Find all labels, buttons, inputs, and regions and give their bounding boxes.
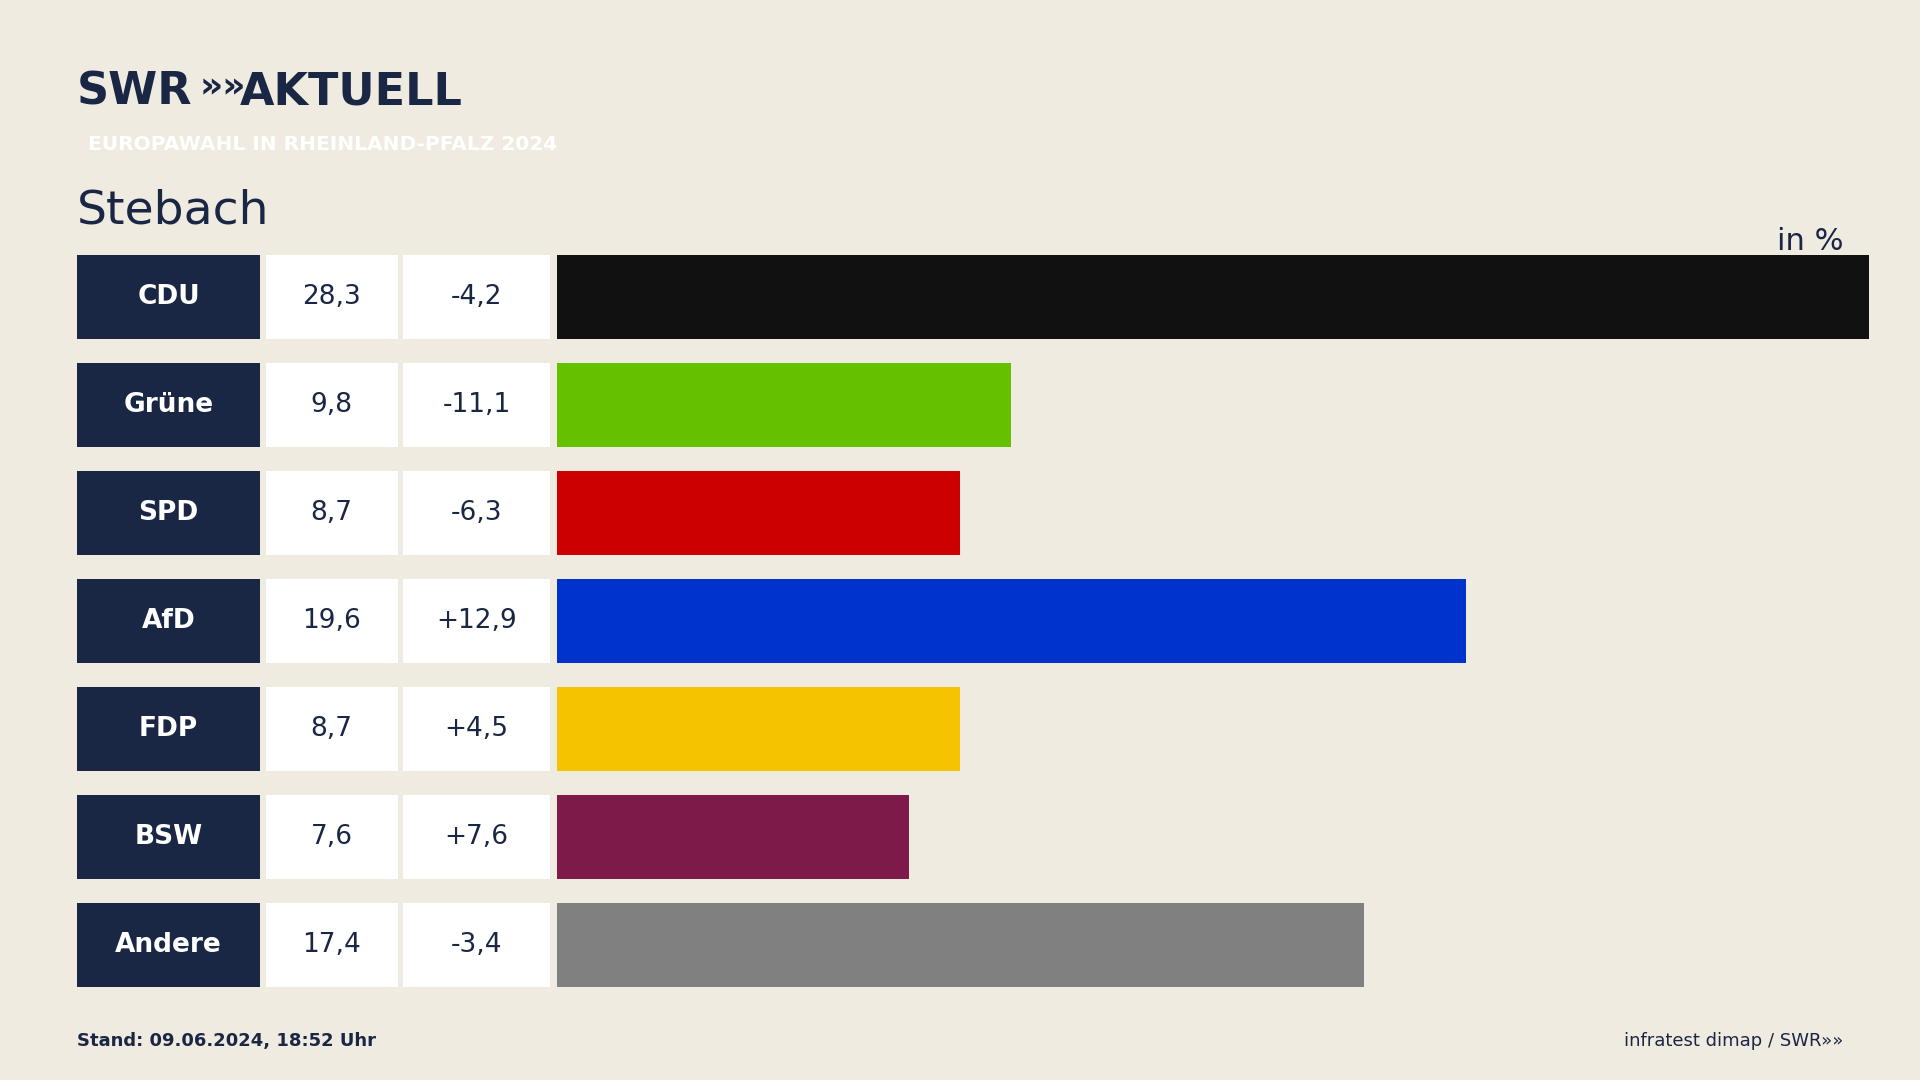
Text: BSW: BSW (134, 824, 204, 850)
Text: AKTUELL: AKTUELL (240, 70, 463, 113)
Text: »»: »» (200, 70, 246, 104)
Bar (77, 363, 261, 447)
Bar (557, 687, 960, 771)
Bar (77, 795, 261, 879)
Bar (557, 795, 910, 879)
Bar (403, 471, 549, 555)
Bar (403, 255, 549, 339)
Text: +7,6: +7,6 (445, 824, 509, 850)
Text: 28,3: 28,3 (301, 284, 361, 310)
Bar (77, 255, 261, 339)
Bar (265, 363, 397, 447)
Text: in %: in % (1776, 227, 1843, 256)
Bar (403, 687, 549, 771)
Text: Stand: 09.06.2024, 18:52 Uhr: Stand: 09.06.2024, 18:52 Uhr (77, 1031, 376, 1050)
Bar (403, 363, 549, 447)
Text: SPD: SPD (138, 500, 198, 526)
Text: 9,8: 9,8 (311, 392, 353, 418)
Bar (403, 903, 549, 987)
Bar (77, 687, 261, 771)
Text: -11,1: -11,1 (442, 392, 511, 418)
Text: +12,9: +12,9 (436, 608, 516, 634)
Bar (77, 579, 261, 663)
Text: Stebach: Stebach (77, 189, 269, 234)
Bar (403, 795, 549, 879)
Text: Andere: Andere (115, 932, 223, 958)
Bar (557, 363, 1012, 447)
Bar (557, 903, 1363, 987)
Text: -6,3: -6,3 (451, 500, 503, 526)
Bar (77, 471, 261, 555)
Text: 8,7: 8,7 (311, 716, 353, 742)
Text: +4,5: +4,5 (445, 716, 509, 742)
Bar (557, 471, 960, 555)
Bar (265, 903, 397, 987)
Text: Grüne: Grüne (123, 392, 213, 418)
Bar (265, 255, 397, 339)
Text: 19,6: 19,6 (301, 608, 361, 634)
Bar (403, 579, 549, 663)
Bar (265, 687, 397, 771)
Text: infratest dimap / SWR»»: infratest dimap / SWR»» (1624, 1031, 1843, 1050)
Bar (557, 255, 1868, 339)
Bar (265, 471, 397, 555)
Bar (265, 795, 397, 879)
Text: -4,2: -4,2 (451, 284, 503, 310)
Text: -3,4: -3,4 (451, 932, 503, 958)
Text: EUROPAWAHL IN RHEINLAND-PFALZ 2024: EUROPAWAHL IN RHEINLAND-PFALZ 2024 (88, 135, 557, 154)
Text: CDU: CDU (136, 284, 200, 310)
Text: 17,4: 17,4 (301, 932, 361, 958)
Text: FDP: FDP (138, 716, 198, 742)
Text: 8,7: 8,7 (311, 500, 353, 526)
Text: 7,6: 7,6 (311, 824, 353, 850)
Text: SWR: SWR (77, 70, 192, 113)
Bar (77, 903, 261, 987)
Bar (557, 579, 1465, 663)
Bar (265, 579, 397, 663)
Text: AfD: AfD (142, 608, 196, 634)
